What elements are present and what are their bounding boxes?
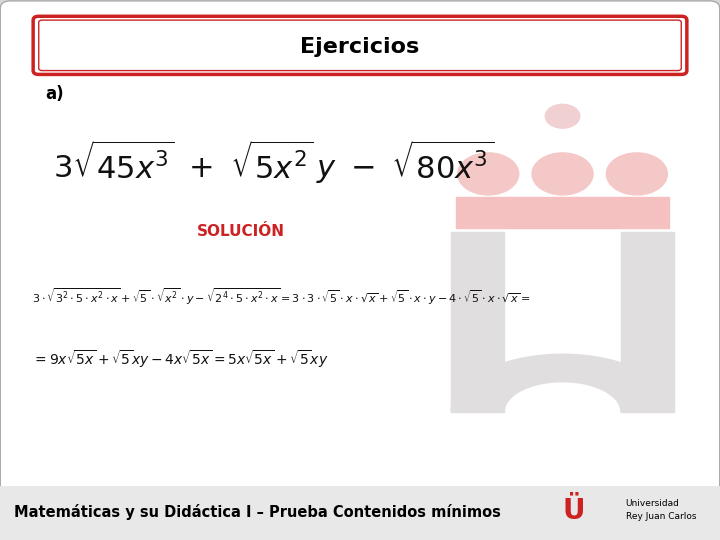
- Polygon shape: [451, 354, 674, 412]
- Text: SOLUCIÓN: SOLUCIÓN: [197, 224, 285, 239]
- Bar: [456, 197, 669, 228]
- Circle shape: [545, 104, 580, 128]
- FancyBboxPatch shape: [0, 1, 720, 496]
- Text: a): a): [46, 85, 64, 103]
- Circle shape: [606, 153, 667, 195]
- Bar: [451, 232, 504, 412]
- Text: Rey Juan Carlos: Rey Juan Carlos: [626, 512, 696, 521]
- Text: Matemáticas y su Didáctica I – Prueba Contenidos mínimos: Matemáticas y su Didáctica I – Prueba Co…: [14, 504, 501, 520]
- Text: Ejercicios: Ejercicios: [300, 37, 420, 57]
- Text: $3\sqrt{45x^3}\ +\ \sqrt{5x^2}\,y\ -\ \sqrt{80x^3}$: $3\sqrt{45x^3}\ +\ \sqrt{5x^2}\,y\ -\ \s…: [53, 138, 494, 186]
- FancyBboxPatch shape: [39, 20, 681, 71]
- Text: $=9x\sqrt{5x}+\sqrt{5}xy-4x\sqrt{5x}=5x\sqrt{5x}+\sqrt{5}xy$: $=9x\sqrt{5x}+\sqrt{5}xy-4x\sqrt{5x}=5x\…: [32, 348, 328, 370]
- Text: $3\cdot\sqrt{3^2\cdot5\cdot x^2\cdot x}+\sqrt{5}\cdot\sqrt{x^2}\cdot y-\sqrt{2^4: $3\cdot\sqrt{3^2\cdot5\cdot x^2\cdot x}+…: [32, 286, 531, 307]
- Text: Universidad: Universidad: [626, 499, 680, 508]
- Circle shape: [532, 153, 593, 195]
- Circle shape: [458, 153, 518, 195]
- Bar: [621, 232, 674, 412]
- Text: Ü: Ü: [562, 497, 585, 525]
- FancyBboxPatch shape: [33, 16, 687, 75]
